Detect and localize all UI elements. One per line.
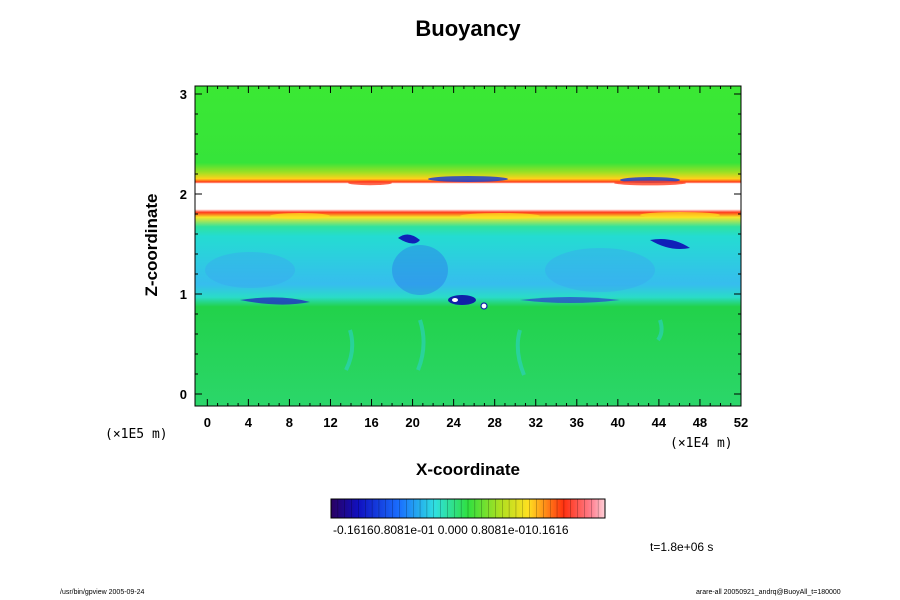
y-axis: 0 1 2 3: [180, 87, 741, 402]
x-tick-label: 44: [652, 415, 667, 430]
chart-title: Buoyancy: [415, 16, 521, 41]
y-tick-label: 0: [180, 387, 187, 402]
y-tick-label: 3: [180, 87, 187, 102]
x-tick-label: 20: [405, 415, 419, 430]
footer-right: arare-all 20050921_andrq@BuoyAll_t=18000…: [696, 589, 841, 596]
colorbar-labels: -0.16160.8081e-01 0.000 0.8081e-010.1616: [333, 523, 569, 537]
x-tick-label: 40: [611, 415, 625, 430]
x-tick-label: 12: [323, 415, 337, 430]
x-unit-label-right: (×1E4 m): [670, 436, 733, 451]
x-tick-label: 16: [364, 415, 378, 430]
footer-left: /usr/bin/gpview 2005-09-24: [60, 589, 145, 596]
heatmap-field: [195, 86, 741, 406]
y-tick-label: 2: [180, 187, 187, 202]
x-unit-label-left: (×1E5 m): [105, 427, 168, 442]
colorbar-ticks: [337, 499, 599, 518]
x-tick-label: 52: [734, 415, 748, 430]
heatmap-detail: [205, 176, 720, 376]
x-tick-label: 28: [487, 415, 501, 430]
x-tick-label: 4: [245, 415, 253, 430]
x-tick-label: 0: [204, 415, 211, 430]
z-axis-label: Z-coordinate: [142, 193, 161, 297]
x-tick-label: 48: [693, 415, 707, 430]
time-label: t=1.8e+06 s: [650, 540, 714, 554]
x-tick-label: 32: [529, 415, 543, 430]
y-tick-label: 1: [180, 287, 187, 302]
x-tick-label: 36: [570, 415, 584, 430]
x-tick-label: 24: [446, 415, 461, 430]
x-tick-label: 8: [286, 415, 293, 430]
x-axis: 0 4 8 12 16 20 24 28 32 36 40 44 48 52: [204, 86, 748, 430]
x-axis-label: X-coordinate: [416, 460, 520, 479]
